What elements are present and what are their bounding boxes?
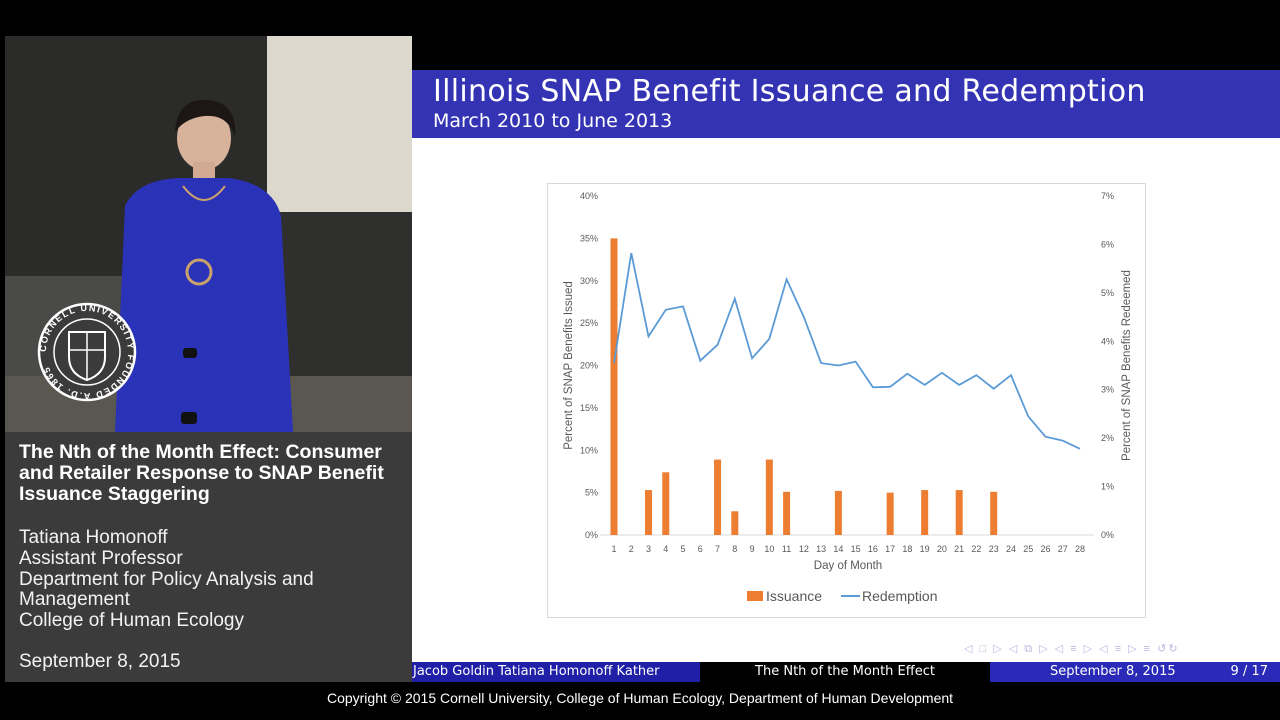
- x-axis-tick-label: 18: [902, 544, 912, 554]
- issuance-bar: [731, 511, 739, 535]
- speaker-video: [5, 36, 412, 432]
- footer-date-box: September 8, 2015 9 / 17: [990, 662, 1280, 682]
- legend-issuance-swatch: [747, 591, 763, 601]
- issuance-bar: [610, 238, 618, 535]
- copyright-notice: Copyright © 2015 Cornell University, Col…: [326, 690, 954, 706]
- x-axis-tick-label: 25: [1023, 544, 1033, 554]
- issuance-bar: [990, 491, 998, 535]
- x-axis-tick-label: 16: [868, 544, 878, 554]
- left-axis-tick-label: 20%: [580, 361, 598, 371]
- talk-info-panel: The Nth of the Month Effect: Consumer an…: [5, 432, 412, 682]
- issuance-bar: [921, 490, 929, 535]
- right-axis-tick-label: 4%: [1101, 336, 1114, 346]
- right-axis-title: Percent of SNAP Benefits Redeemed: [1121, 270, 1133, 461]
- right-axis-tick-label: 5%: [1101, 288, 1114, 298]
- right-axis-tick-label: 1%: [1101, 482, 1114, 492]
- presentation-slide: Illinois SNAP Benefit Issuance and Redem…: [412, 70, 1280, 682]
- right-axis-tick-label: 0%: [1101, 530, 1114, 540]
- x-axis-tick-label: 4: [663, 544, 668, 554]
- x-axis-tick-label: 15: [851, 544, 861, 554]
- x-axis-tick-label: 26: [1040, 544, 1050, 554]
- issuance-bar: [834, 490, 842, 535]
- footer-date: September 8, 2015: [1050, 664, 1176, 679]
- projector-screen: [267, 36, 412, 212]
- beamer-navigation-symbols[interactable]: ◁ □ ▷ ◁ ⧉ ▷ ◁ ≡ ▷ ◁ ≡ ▷ ≡ ↺↻: [964, 643, 1180, 655]
- talk-date: September 8, 2015: [19, 651, 181, 672]
- left-axis-title: Percent of SNAP Benefits Issued: [563, 281, 575, 450]
- footer-page-number: 9 / 17: [1230, 664, 1268, 679]
- department-line-1: Department for Policy Analysis and: [19, 569, 314, 590]
- slide-header: Illinois SNAP Benefit Issuance and Redem…: [412, 70, 1280, 138]
- speaker-figure: [115, 99, 293, 432]
- cornell-seal-logo: CORNELL UNIVERSITY FOUNDED A.D. 1865: [37, 302, 137, 402]
- x-axis-tick-label: 21: [954, 544, 964, 554]
- x-axis-tick-label: 27: [1058, 544, 1068, 554]
- left-axis-tick-label: 25%: [580, 318, 598, 328]
- chart-container: 0% 5% 10% 15% 20% 25% 30% 35% 40% 0% 1% 2% 3% 4% 5% 6% 7…: [547, 183, 1146, 618]
- talk-title: The Nth of the Month Effect: Consumer an…: [19, 441, 384, 505]
- department-line-2: Management: [19, 589, 130, 610]
- x-axis-tick-label: 5: [681, 544, 686, 554]
- x-axis-tick-label: 12: [799, 544, 809, 554]
- footer-title: The Nth of the Month Effect: [755, 664, 935, 679]
- slide-subtitle: March 2010 to June 2013: [433, 110, 673, 132]
- left-axis-tick-label: 5%: [585, 488, 598, 498]
- speaker-name: Tatiana Homonoff: [19, 527, 168, 548]
- slide-footer: Jacob Goldin Tatiana Homonoff Kather The…: [412, 662, 1280, 682]
- x-axis-tick-label: 10: [764, 544, 774, 554]
- x-axis-tick-label: 1: [611, 544, 616, 554]
- x-axis-tick-label: 7: [715, 544, 720, 554]
- footer-authors-box: Jacob Goldin Tatiana Homonoff Kather: [412, 662, 700, 682]
- right-axis-tick-label: 3%: [1101, 385, 1114, 395]
- slide-title: Illinois SNAP Benefit Issuance and Redem…: [433, 74, 1146, 109]
- issuance-bar: [783, 491, 791, 535]
- issuance-bar: [714, 459, 722, 535]
- x-axis-tick-label: 9: [750, 544, 755, 554]
- x-axis-tick-label: 24: [1006, 544, 1016, 554]
- x-axis-title: Day of Month: [814, 560, 882, 572]
- left-axis-tick-label: 35%: [580, 233, 598, 243]
- left-axis-tick-label: 0%: [585, 530, 598, 540]
- left-axis-tick-label: 30%: [580, 276, 598, 286]
- left-axis-tick-label: 15%: [580, 403, 598, 413]
- x-axis-tick-label: 11: [782, 544, 791, 554]
- issuance-bar: [662, 472, 670, 535]
- issuance-bar: [955, 490, 963, 535]
- x-axis-tick-label: 6: [698, 544, 703, 554]
- x-axis-tick-label: 2: [629, 544, 634, 554]
- x-axis-tick-label: 23: [989, 544, 999, 554]
- x-axis-tick-label: 17: [885, 544, 895, 554]
- left-axis-tick-label: 40%: [580, 191, 598, 201]
- x-axis-tick-label: 22: [971, 544, 981, 554]
- left-axis-tick-label: 10%: [580, 445, 598, 455]
- x-axis-tick-label: 20: [937, 544, 947, 554]
- college-name: College of Human Ecology: [19, 610, 244, 631]
- x-axis-tick-label: 28: [1075, 544, 1085, 554]
- x-axis-tick-label: 19: [920, 544, 930, 554]
- speaker-role: Assistant Professor: [19, 548, 183, 569]
- issuance-bar: [765, 459, 773, 535]
- footer-title-box: The Nth of the Month Effect: [700, 662, 990, 682]
- x-axis-tick-label: 14: [833, 544, 843, 554]
- legend-redemption-label: Redemption: [862, 588, 938, 604]
- right-axis-tick-label: 7%: [1101, 191, 1114, 201]
- issuance-bar: [645, 490, 653, 535]
- combo-chart: 0% 5% 10% 15% 20% 25% 30% 35% 40% 0% 1% 2% 3% 4% 5% 6% 7…: [563, 191, 1133, 604]
- x-axis-tick-label: 13: [816, 544, 826, 554]
- redemption-line: [613, 252, 1081, 450]
- x-axis-tick-label: 3: [646, 544, 651, 554]
- right-axis-tick-label: 6%: [1101, 239, 1114, 249]
- footer-authors: Jacob Goldin Tatiana Homonoff Kather: [413, 664, 660, 679]
- issuance-bar: [886, 492, 894, 535]
- legend-issuance-label: Issuance: [766, 588, 822, 604]
- right-axis-tick-label: 2%: [1101, 433, 1114, 443]
- x-axis-tick-label: 8: [732, 544, 737, 554]
